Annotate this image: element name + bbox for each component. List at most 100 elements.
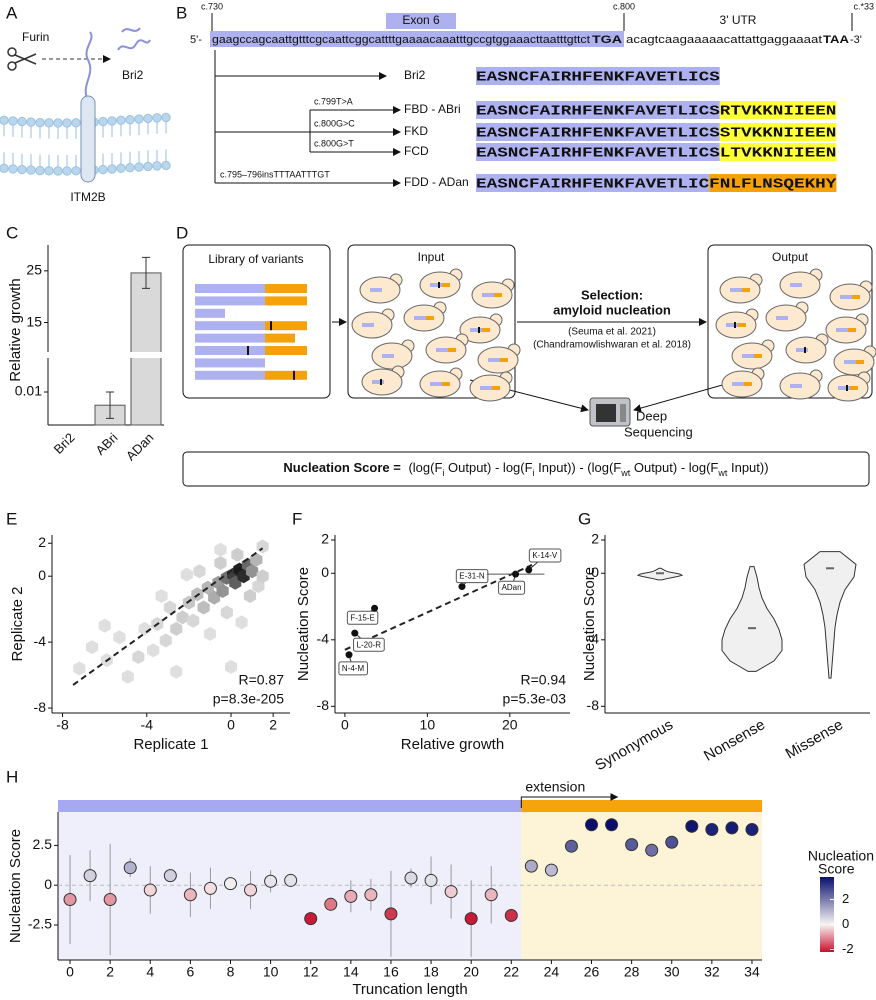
yeast-bar bbox=[414, 316, 426, 320]
point bbox=[564, 839, 578, 853]
variant-bar bbox=[195, 308, 225, 318]
yeast-bar bbox=[850, 386, 858, 390]
variant-bar bbox=[195, 333, 265, 343]
formula-part: Input)) bbox=[727, 460, 768, 475]
x-tick-label: 24 bbox=[544, 964, 560, 980]
annotation: R=0.87 bbox=[238, 672, 284, 688]
point bbox=[444, 885, 458, 899]
y-tick-label: 0 bbox=[591, 564, 599, 580]
point bbox=[324, 897, 338, 911]
y-tick-label: -2.5 bbox=[28, 916, 52, 932]
point bbox=[512, 570, 520, 578]
ext-highlight bbox=[719, 101, 837, 119]
lipid-head bbox=[8, 116, 18, 126]
fit-line bbox=[72, 547, 264, 686]
point-label: K-14-V bbox=[532, 551, 558, 560]
peptide-label: Bri2 bbox=[122, 68, 144, 82]
hexbin bbox=[113, 630, 126, 645]
yeast-bar bbox=[480, 386, 492, 390]
yeast-bar bbox=[438, 282, 440, 288]
yeast-bar bbox=[726, 323, 738, 327]
reference: (Seuma et al. 2021) bbox=[568, 327, 656, 338]
point bbox=[685, 819, 699, 833]
point bbox=[458, 583, 466, 591]
x-tick-label: 14 bbox=[343, 964, 359, 980]
colorbar-title: Score bbox=[818, 861, 855, 877]
colorbar-tick-label: 0 bbox=[842, 916, 849, 931]
yeast-bar bbox=[370, 288, 382, 292]
annotation: extension bbox=[525, 779, 585, 795]
x-tick-label: ADan bbox=[123, 430, 157, 464]
point bbox=[344, 889, 358, 903]
selection-title: amyloid nucleation bbox=[553, 302, 671, 317]
fit-line bbox=[344, 564, 533, 651]
hexbin bbox=[132, 650, 145, 664]
itm2b-tail bbox=[84, 31, 93, 101]
input-title: Input bbox=[418, 250, 445, 264]
hexbin bbox=[216, 584, 229, 598]
variant-bar bbox=[265, 296, 307, 306]
hexbin bbox=[163, 600, 176, 615]
x-tick-label: 18 bbox=[423, 964, 439, 980]
variant-name: FDD - ADan bbox=[404, 175, 469, 189]
wt-peptide: EASNCFAIRHFENKFAVETLICS bbox=[476, 104, 720, 120]
hexbin bbox=[176, 610, 189, 625]
error-bar bbox=[142, 256, 150, 289]
point bbox=[264, 874, 278, 888]
variant-name: FBD - ABri bbox=[404, 102, 461, 116]
annotation: p=5.3e-03 bbox=[503, 691, 567, 707]
hexbin bbox=[256, 569, 269, 584]
y-tick-label: 25 bbox=[26, 262, 42, 278]
hexbin bbox=[180, 567, 193, 582]
lipid-head bbox=[116, 115, 126, 126]
lipid-head bbox=[161, 112, 171, 123]
x-tick-label: 20 bbox=[502, 717, 518, 733]
yeast-bar bbox=[848, 328, 856, 332]
wt-peptide: EASNCFAIRHFENKFAVETLICS bbox=[476, 146, 720, 162]
point bbox=[143, 883, 157, 897]
ext-peptide: RTVKKNIIEEN bbox=[720, 104, 837, 120]
x-tick-label: 10 bbox=[263, 964, 279, 980]
point bbox=[705, 823, 719, 837]
point bbox=[244, 883, 258, 897]
yeast-bar bbox=[478, 327, 480, 333]
colorbar-tick-label: -2 bbox=[842, 941, 854, 956]
variant-bar bbox=[195, 321, 265, 331]
y-axis-label: Nucleation Score bbox=[7, 829, 24, 943]
utr-sequence: acagtcaagaaaaacattattgaggaaaat bbox=[626, 34, 822, 46]
point bbox=[63, 893, 77, 907]
lipid-head bbox=[152, 113, 162, 123]
variants: Bri2 EASNCFAIRHFENKFAVETLICS FBD - ABri c.7… bbox=[220, 67, 837, 193]
itm2b-protein bbox=[80, 95, 96, 183]
five-prime: 5'- bbox=[190, 34, 202, 46]
formula-part: Output) - log(F bbox=[444, 460, 532, 475]
variant-bar bbox=[265, 346, 307, 355]
yeast-bar bbox=[742, 354, 754, 358]
x-tick-label: 10 bbox=[420, 717, 436, 733]
hexbin bbox=[246, 564, 259, 579]
x-tick-label: 16 bbox=[383, 964, 399, 980]
lipid-head bbox=[17, 116, 27, 127]
x-tick-label: 28 bbox=[624, 964, 640, 980]
extension-bar bbox=[521, 800, 762, 812]
point bbox=[605, 818, 619, 832]
y-tick-label: -4 bbox=[317, 631, 330, 647]
panel-label: B bbox=[176, 3, 187, 22]
point bbox=[345, 651, 353, 659]
point bbox=[364, 888, 378, 902]
point bbox=[371, 604, 379, 612]
point bbox=[183, 888, 197, 902]
lipid-head bbox=[0, 115, 9, 125]
position-label: c.800 bbox=[613, 1, 635, 11]
utr-stop: TAA bbox=[823, 34, 849, 46]
yeast-bar bbox=[488, 358, 500, 362]
x-axis-label: Truncation length bbox=[352, 981, 467, 998]
y-axis-label: Nucleation Score bbox=[295, 567, 312, 681]
y-tick-label: 0 bbox=[321, 564, 329, 580]
panel-label: H bbox=[6, 767, 18, 786]
hexbin bbox=[193, 564, 206, 579]
formula-box bbox=[182, 451, 870, 487]
hexbin bbox=[73, 661, 86, 676]
mutation-label: c.800G>T bbox=[314, 138, 354, 148]
yeast-bar bbox=[482, 293, 494, 297]
